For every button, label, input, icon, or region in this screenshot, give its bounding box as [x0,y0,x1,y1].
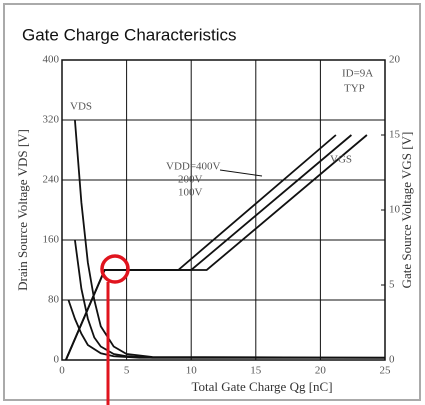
series-line [74,119,386,359]
y2-tick-label: 15 [389,129,401,141]
x-tick-label: 0 [59,365,65,377]
curve-label: 100V [178,187,203,199]
series-line [67,299,385,359]
annotation: VDS [70,101,92,113]
x-tick-label: 5 [124,365,130,377]
x-tick-label: 25 [380,365,392,377]
x-tick-label: 10 [186,365,198,377]
x-tick-label: 15 [250,365,262,377]
frame [3,3,421,401]
annotation: ID=9A [342,68,373,80]
y-tick-label: 320 [43,114,60,126]
y-tick-label: 160 [43,234,60,246]
y2-tick-label: 5 [389,279,395,291]
pointer [219,169,263,177]
y-tick-label: 80 [48,294,60,306]
x-tick-label: 20 [315,365,327,377]
annotation: TYP [344,83,365,95]
highlight-circle [100,254,130,284]
series-line [65,134,337,361]
y-tick-label: 400 [43,54,60,66]
chart-title: Gate Charge Characteristics [22,25,236,44]
y-tick-label: 0 [54,354,60,366]
y2-axis-title: Gate Source Voltage VGS [V] [399,132,414,289]
x-axis-title: Total Gate Charge Qg [nC] [191,379,332,394]
annotation: VGS [330,154,352,166]
curve-label: VDD=400V [166,161,221,173]
y2-tick-label: 0 [389,354,395,366]
y-tick-label: 240 [43,174,60,186]
y2-tick-label: 20 [389,54,401,66]
y2-tick-label: 10 [389,204,401,216]
y-axis-title: Drain Source Voltage VDS [V] [15,129,30,291]
curve-label: 200V [178,174,203,186]
